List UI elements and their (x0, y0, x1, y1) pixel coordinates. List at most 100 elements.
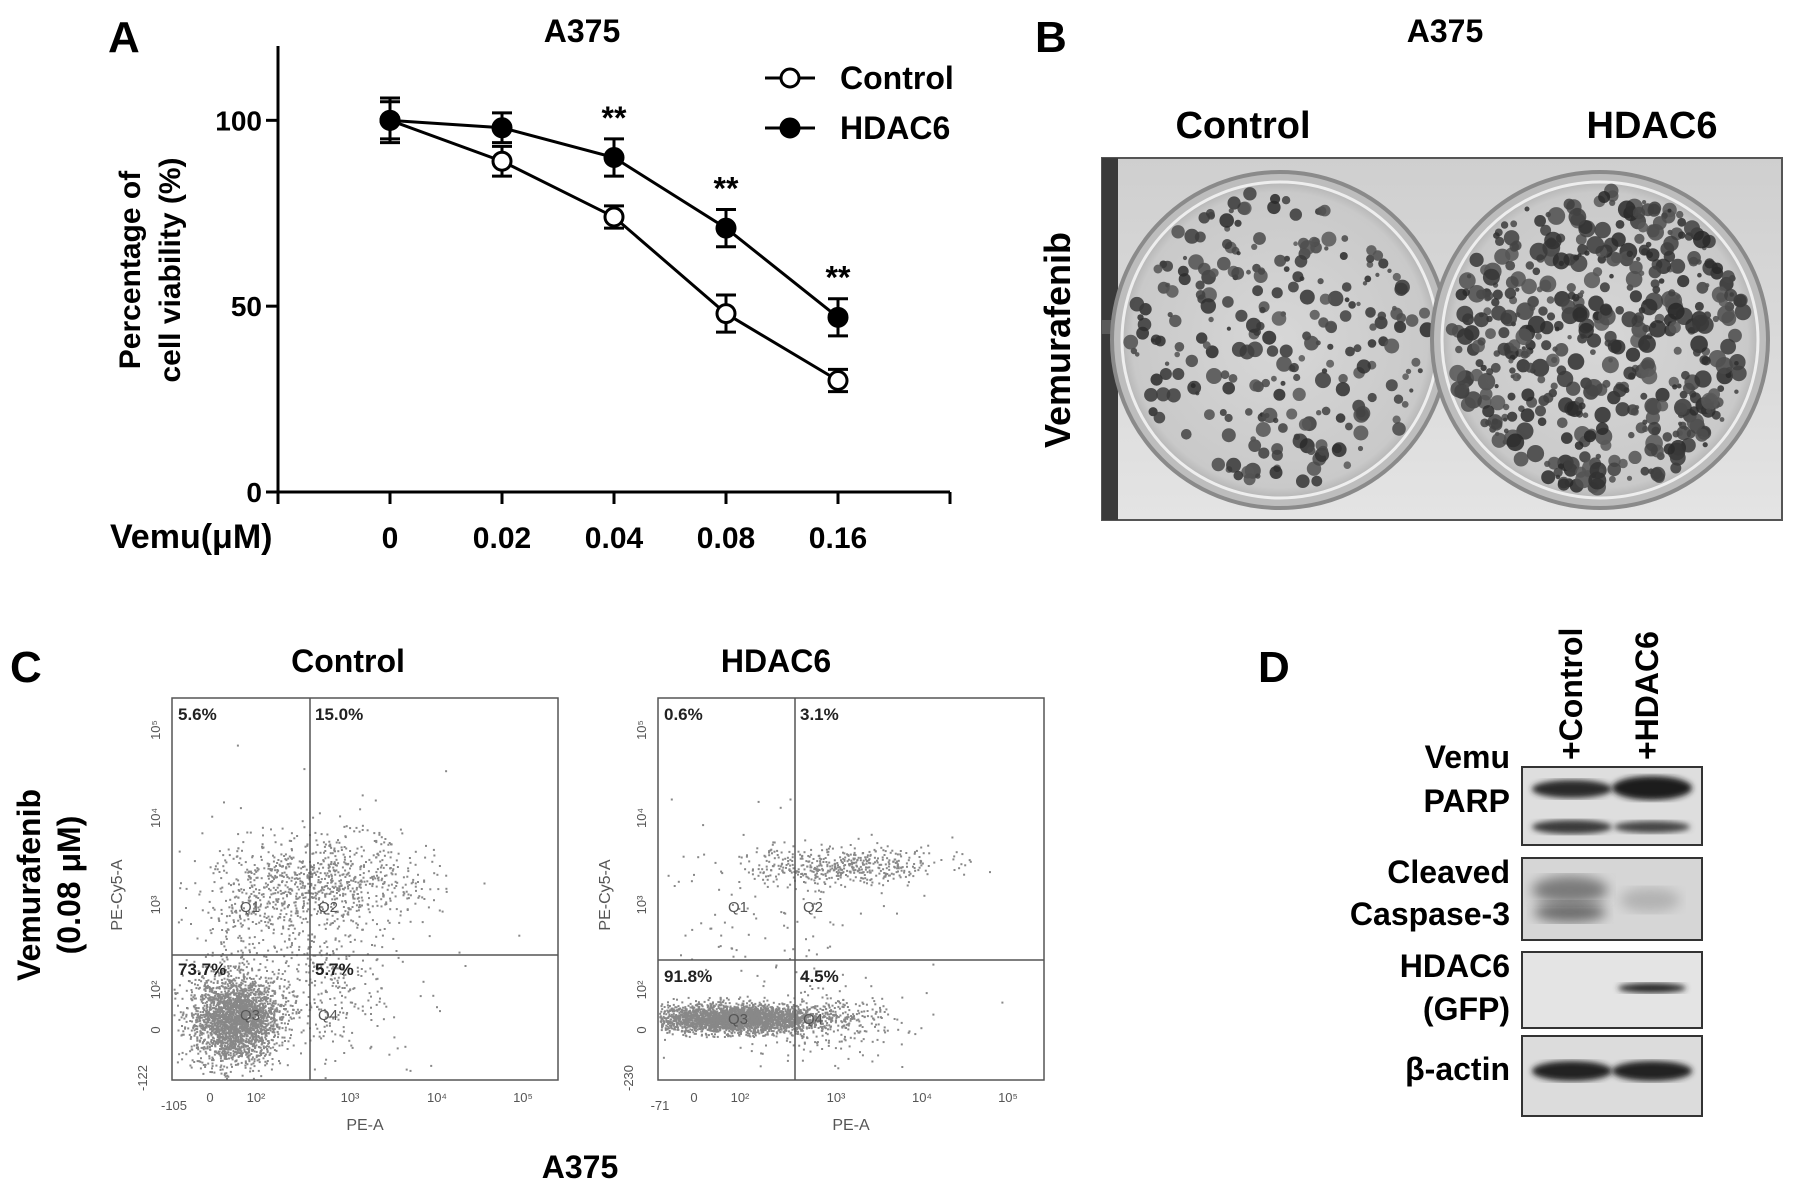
blot-label: PARP (1423, 783, 1510, 819)
x-tick: 10³ (827, 1090, 846, 1105)
quadrant-q2-percent: 3.1% (800, 705, 839, 724)
y-tick: 10³ (148, 895, 163, 914)
gate-label-q1: Q1 (728, 899, 748, 916)
colony-plate-photo (1101, 157, 1783, 521)
x-tick-label: 0.04 (585, 522, 644, 555)
legend-marker (779, 117, 801, 139)
row-label-line1: Vemurafenib (11, 789, 47, 981)
x-tick: 0 (690, 1090, 697, 1105)
panel-a-letter: A (108, 13, 140, 62)
legend-label: HDAC6 (840, 110, 950, 146)
blot-row-cleaved-caspase-3: Cleaved Caspase-3 (1350, 854, 1703, 941)
colony-texture (1123, 187, 1435, 489)
data-point (715, 217, 737, 239)
x-axis-title: PE-A (832, 1117, 870, 1134)
x-tick: 10⁵ (998, 1090, 1018, 1105)
x-axis-title: Vemu(μM) (110, 518, 272, 556)
panel-b-title: A375 (1407, 13, 1484, 49)
quadrant-q4-percent: 5.7% (315, 960, 354, 979)
y-tick: 10⁵ (148, 720, 163, 740)
y-ticks: -122 0 10² 10³ 10⁴ 10⁵ (135, 720, 163, 1091)
chart-axes (266, 46, 952, 504)
panel-c: C Vemurafenib (0.08 μM) A375 Control 5.6… (10, 643, 1045, 1185)
x-tick: 10³ (341, 1090, 360, 1105)
data-point (603, 147, 625, 168)
panel-b: B A375 Control HDAC6 Vemurafenib (1035, 13, 1783, 521)
blot-label: Cleaved (1387, 854, 1510, 890)
dish-hdac6 (1430, 170, 1770, 510)
y-ticks: -230 0 10² 10³ 10⁴ 10⁵ (621, 720, 649, 1091)
legend-item-control: Control (765, 60, 954, 96)
panel-d-letter: D (1258, 643, 1290, 692)
data-point (379, 109, 401, 131)
panel-b-letter: B (1035, 13, 1067, 62)
y-tick: 10³ (634, 895, 649, 914)
x-tick: -105 (161, 1098, 187, 1113)
blot-label: Caspase-3 (1350, 896, 1510, 932)
blot-label: Vemu (1425, 739, 1510, 775)
x-tick: -71 (651, 1098, 670, 1113)
data-point (491, 150, 513, 172)
quadrant-q1-percent: 0.6% (664, 705, 703, 724)
y-tick-label: 50 (231, 291, 262, 322)
col-label-control: Control (1175, 105, 1310, 147)
significance-mark: ** (826, 260, 851, 296)
y-axis-title: PE-Cy5-A (597, 859, 614, 930)
quadrant-q3-percent: 73.7% (178, 960, 226, 979)
data-point (603, 206, 625, 228)
x-tick-label: 0.08 (697, 522, 755, 555)
blot-row-hdac6-gfp: HDAC6 (GFP) (1400, 948, 1703, 1029)
quadrant-q4-percent: 4.5% (800, 967, 839, 986)
significance-mark: ** (714, 171, 739, 207)
y-tick: -230 (621, 1065, 636, 1091)
series-hdac6 (379, 96, 849, 338)
data-point (715, 303, 737, 325)
lane-label-hdac6: +HDAC6 (1629, 631, 1665, 760)
blot-row-parp: Vemu PARP (1423, 739, 1703, 846)
y-tick: 10⁵ (634, 720, 649, 740)
dish-control (1110, 170, 1450, 510)
flow-plot-title: Control (291, 643, 405, 679)
y-tick: 10⁴ (148, 808, 163, 828)
legend-item-hdac6: HDAC6 (765, 110, 950, 146)
y-tick: -122 (135, 1065, 150, 1091)
x-axis-title: PE-A (346, 1117, 384, 1134)
quadrant-q1-percent: 5.6% (178, 705, 217, 724)
x-tick: 10⁴ (912, 1090, 932, 1105)
y-tick: 0 (634, 1026, 649, 1033)
lane-label-control: +Control (1553, 628, 1589, 760)
colony-texture (1445, 183, 1752, 496)
x-tick-label: 0.02 (473, 522, 531, 555)
row-label-line2: (0.08 μM) (51, 816, 87, 955)
blot-label: (GFP) (1423, 991, 1510, 1027)
gate-label-q1: Q1 (240, 899, 260, 916)
data-point (491, 117, 513, 139)
x-tick-label: 0 (382, 522, 399, 555)
x-tick: 0 (206, 1090, 213, 1105)
x-tick-label: 0.16 (809, 522, 867, 555)
blot-row-beta-actin: β-actin (1405, 1035, 1703, 1117)
data-point (827, 306, 849, 328)
gate-label-q4: Q4 (318, 1007, 338, 1024)
col-label-hdac6: HDAC6 (1587, 105, 1718, 147)
gate-label-q2: Q2 (803, 899, 823, 916)
x-tick: 10² (247, 1090, 266, 1105)
flow-dot-cloud (173, 744, 521, 1080)
gate-label-q3: Q3 (728, 1011, 748, 1028)
blot-label: β-actin (1405, 1051, 1510, 1087)
blot-label: HDAC6 (1400, 948, 1510, 984)
quadrant-q3-percent: 91.8% (664, 967, 712, 986)
data-point (827, 370, 849, 391)
x-ticks: -105 0 10² 10³ 10⁴ 10⁵ (161, 1090, 533, 1113)
y-tick-label: 100 (215, 105, 262, 136)
x-ticks: -71 0 10² 10³ 10⁴ 10⁵ (651, 1090, 1018, 1113)
y-tick: 10² (634, 980, 649, 999)
significance-mark: ** (602, 100, 627, 136)
x-tick: 10⁴ (427, 1090, 447, 1105)
flow-dot-cloud (659, 798, 1004, 1070)
flow-plot-title: HDAC6 (721, 643, 831, 679)
y-tick: 0 (148, 1026, 163, 1033)
y-tick: 10⁴ (634, 808, 649, 828)
chart-legend: Control HDAC6 (765, 60, 954, 146)
